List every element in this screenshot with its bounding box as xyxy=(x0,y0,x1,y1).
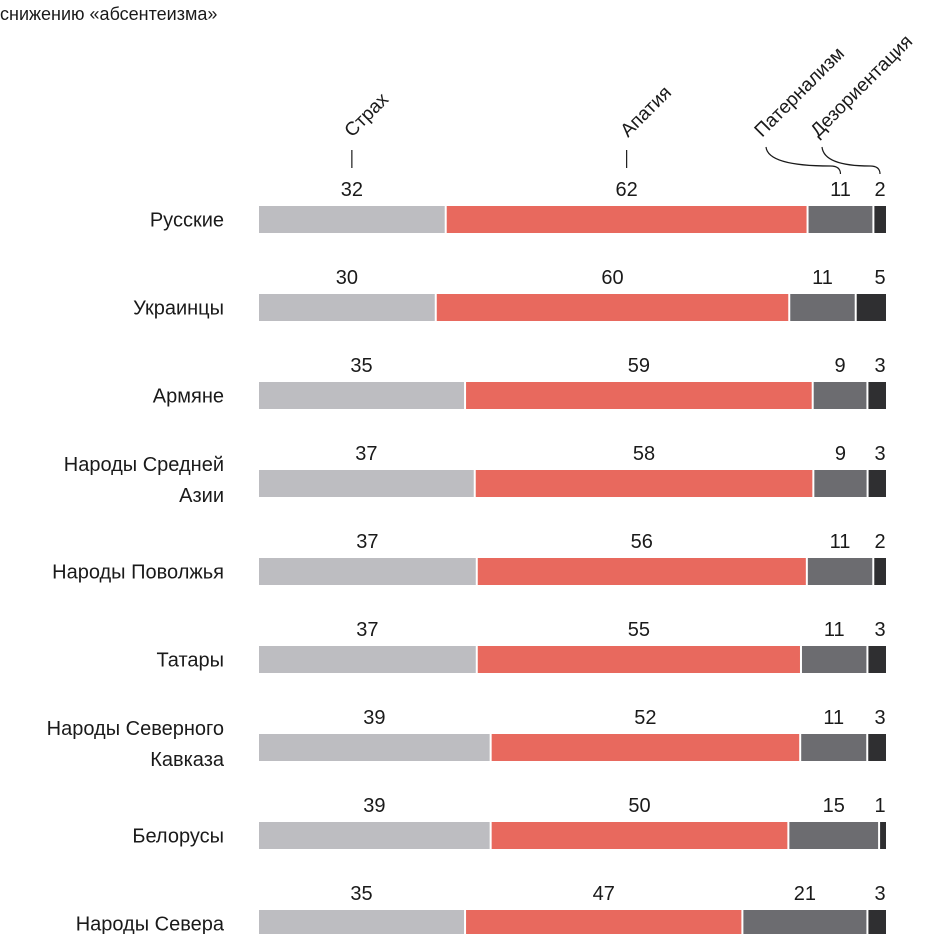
data-label: 47 xyxy=(593,883,615,905)
data-label: 39 xyxy=(363,795,385,817)
data-label: 37 xyxy=(356,531,378,553)
bar-segment-1-1 xyxy=(259,206,445,233)
category-label: Русские xyxy=(150,210,224,232)
data-label: 11 xyxy=(824,619,845,641)
data-label: 37 xyxy=(355,443,377,465)
data-label: 2 xyxy=(874,179,885,201)
category-label: Татары xyxy=(156,650,224,672)
category-label: Армяне xyxy=(153,386,224,408)
data-label: 35 xyxy=(350,883,372,905)
legend-label: Страх xyxy=(341,89,394,142)
data-label: 3 xyxy=(874,355,885,377)
bar-segment-5-4 xyxy=(874,558,886,585)
bar-segment-8-4 xyxy=(880,822,886,849)
data-label: 56 xyxy=(631,531,653,553)
chart-subtitle: снижению «абсентеизма» xyxy=(0,4,218,24)
data-label: 11 xyxy=(830,179,851,201)
category-label: Народы Поволжья xyxy=(52,562,224,584)
data-label: 1 xyxy=(874,795,885,817)
data-label: 60 xyxy=(601,267,623,289)
data-label: 62 xyxy=(616,179,638,201)
bar-segment-8-2 xyxy=(491,822,788,849)
data-label: 32 xyxy=(341,179,363,201)
bar-segment-1-3 xyxy=(808,206,873,233)
legend-label: Апатия xyxy=(617,82,676,141)
bar-segment-4-2 xyxy=(475,470,813,497)
bar-segment-1-4 xyxy=(874,206,886,233)
data-label: 3 xyxy=(874,883,885,905)
data-label: 39 xyxy=(363,707,385,729)
data-label: 30 xyxy=(336,267,358,289)
bar-segment-2-3 xyxy=(790,294,855,321)
legend-label: Дезориентация xyxy=(807,31,917,141)
bar-segment-6-2 xyxy=(477,646,800,673)
data-label: 11 xyxy=(812,267,833,289)
bar-segment-7-2 xyxy=(491,734,800,761)
bar-segment-9-4 xyxy=(868,910,886,934)
bar-segment-3-1 xyxy=(259,382,465,409)
data-label: 11 xyxy=(823,707,844,729)
bar-segment-1-2 xyxy=(446,206,807,233)
bar-segment-2-1 xyxy=(259,294,435,321)
bar-segment-4-1 xyxy=(259,470,474,497)
bar-segment-3-3 xyxy=(813,382,867,409)
legend-leader-line xyxy=(821,146,881,175)
data-label: 59 xyxy=(628,355,650,377)
data-label: 3 xyxy=(874,443,885,465)
data-label: 21 xyxy=(794,883,816,905)
bar-segment-5-3 xyxy=(807,558,873,585)
legend-leader-line xyxy=(765,146,842,175)
bar-segment-5-1 xyxy=(259,558,476,585)
bar-segment-2-2 xyxy=(436,294,789,321)
bar-segment-2-4 xyxy=(856,294,886,321)
bar-segment-6-1 xyxy=(259,646,476,673)
data-label: 35 xyxy=(350,355,372,377)
data-label: 2 xyxy=(874,531,885,553)
data-label: 5 xyxy=(874,267,885,289)
bar-segment-6-3 xyxy=(801,646,867,673)
category-label: Азии xyxy=(179,485,224,507)
category-label: Народы Северного xyxy=(47,718,224,740)
bar-segment-7-1 xyxy=(259,734,490,761)
bar-segment-3-4 xyxy=(868,382,886,409)
data-label: 9 xyxy=(834,355,845,377)
bar-segment-5-2 xyxy=(477,558,806,585)
bar-segment-9-2 xyxy=(466,910,742,934)
category-label: Украинцы xyxy=(133,298,224,320)
category-label: Белорусы xyxy=(132,826,224,848)
category-label: Народы Средней xyxy=(64,454,224,476)
data-label: 58 xyxy=(633,443,655,465)
bar-segment-4-4 xyxy=(868,470,886,497)
bar-segment-6-4 xyxy=(868,646,886,673)
bar-segment-9-3 xyxy=(743,910,867,934)
category-label: Народы Севера xyxy=(76,914,225,934)
bar-segment-9-1 xyxy=(259,910,465,934)
data-label: 50 xyxy=(628,795,650,817)
bar-segment-4-3 xyxy=(814,470,867,497)
data-label: 9 xyxy=(835,443,846,465)
bar-segment-7-3 xyxy=(801,734,867,761)
data-label: 3 xyxy=(874,707,885,729)
bar-segment-8-3 xyxy=(789,822,879,849)
bar-segment-3-2 xyxy=(466,382,812,409)
data-label: 52 xyxy=(634,707,656,729)
data-label: 37 xyxy=(356,619,378,641)
data-label: 15 xyxy=(823,795,845,817)
bar-segment-7-4 xyxy=(868,734,886,761)
data-label: 3 xyxy=(874,619,885,641)
data-label: 11 xyxy=(830,531,851,553)
bar-segment-8-1 xyxy=(259,822,490,849)
category-label: Кавказа xyxy=(150,749,225,771)
data-label: 55 xyxy=(628,619,650,641)
